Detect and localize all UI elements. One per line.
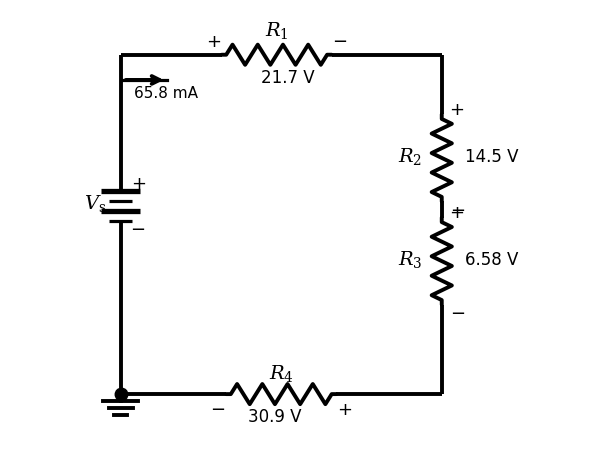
Text: +: +: [449, 204, 464, 222]
Text: +: +: [449, 101, 464, 118]
Text: $R_3$: $R_3$: [398, 249, 422, 270]
Text: −: −: [130, 221, 146, 239]
Text: $V_\mathrm{s}$: $V_\mathrm{s}$: [84, 192, 106, 213]
Text: $R_1$: $R_1$: [265, 20, 289, 41]
Text: +: +: [337, 400, 352, 418]
Text: 65.8 mA: 65.8 mA: [135, 86, 198, 101]
Text: −: −: [211, 400, 225, 418]
Text: 30.9 V: 30.9 V: [248, 407, 301, 425]
Text: 14.5 V: 14.5 V: [465, 147, 518, 165]
Text: $R_2$: $R_2$: [398, 146, 422, 167]
Text: $R_4$: $R_4$: [268, 362, 294, 383]
Text: +: +: [206, 33, 221, 51]
Text: 6.58 V: 6.58 V: [465, 250, 518, 268]
Text: −: −: [450, 202, 466, 219]
Text: −: −: [450, 304, 466, 322]
Text: −: −: [332, 33, 348, 51]
Text: 21.7 V: 21.7 V: [261, 68, 315, 86]
Text: +: +: [130, 174, 146, 192]
